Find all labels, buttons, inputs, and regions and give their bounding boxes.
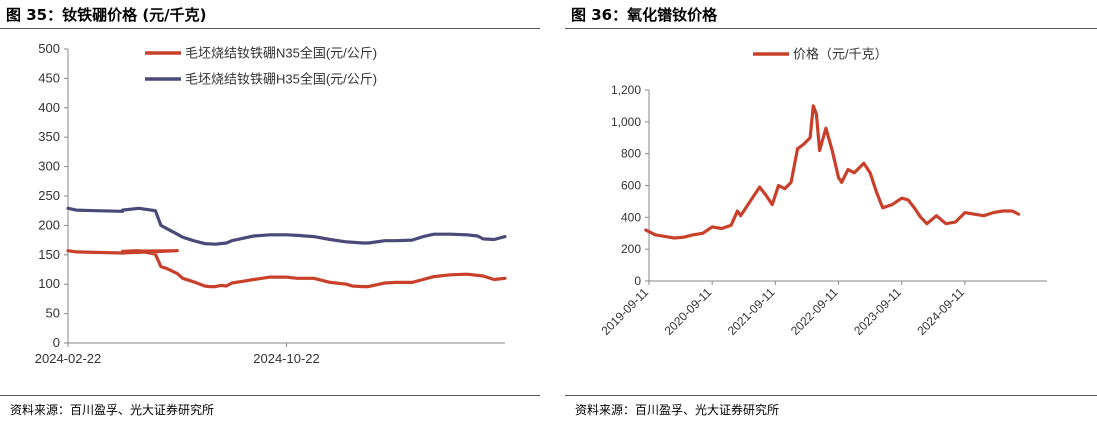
series-line <box>644 104 1021 240</box>
x-tick-label: 2020-09-11 <box>662 285 715 338</box>
y-tick-label: 400 <box>621 210 641 224</box>
y-tick-label: 400 <box>38 100 60 115</box>
figure-title: 图 36：氧化镨钕价格 <box>571 6 718 24</box>
footer-rule <box>0 395 540 396</box>
series-line <box>66 206 507 246</box>
y-tick-label: 0 <box>53 335 60 350</box>
y-tick-label: 250 <box>38 188 60 203</box>
y-tick-label: 100 <box>38 276 60 291</box>
y-tick-label: 300 <box>38 159 60 174</box>
y-tick-label: 350 <box>38 129 60 144</box>
y-tick-label: 200 <box>38 217 60 232</box>
x-tick-label: 2024-10-22 <box>253 351 320 366</box>
ndfeb-price-chart: 0 50 100 150 200 250 300 350 400 450 500 2024-02-22… <box>35 41 507 366</box>
figure-title: 图 35：钕铁硼价格 (元/千克) <box>6 6 207 24</box>
x-tick-label: 2024-09-11 <box>914 285 967 338</box>
y-tick-label: 450 <box>38 70 60 85</box>
y-tick-label: 0 <box>634 274 641 288</box>
prnd-oxide-price-chart: 0 200 400 600 800 1,000 1,200 2019-09-11 2020-09… <box>598 47 1047 338</box>
legend-label: 价格（元/千克） <box>793 47 888 62</box>
chart-panel-ndfeb: 图 35：钕铁硼价格 (元/千克) 0 50 100 150 200 250 300 350 4… <box>0 0 540 421</box>
legend-label: 毛坯烧结钕铁硼H35全国(元/公斤) <box>185 72 377 87</box>
x-tick-label: 2022-09-11 <box>788 285 841 338</box>
y-tick-label: 200 <box>621 242 641 256</box>
y-tick-label: 800 <box>621 147 641 161</box>
y-tick-label: 1,200 <box>611 83 641 97</box>
legend-label: 毛坯烧结钕铁硼N35全国(元/公斤) <box>185 46 377 61</box>
chart-panel-prnd-oxide: 图 36：氧化镨钕价格 0 200 400 600 800 1,000 1,200 2019-… <box>565 0 1097 421</box>
x-tick-label: 2024-02-22 <box>35 351 102 366</box>
source-note: 资料来源：百川盈孚、光大证券研究所 <box>10 403 215 417</box>
y-tick-label: 500 <box>38 41 60 56</box>
x-tick-label: 2021-09-11 <box>725 285 778 338</box>
source-note: 资料来源：百川盈孚、光大证券研究所 <box>575 403 780 417</box>
y-tick-label: 150 <box>38 247 60 262</box>
footer-rule <box>565 395 1097 396</box>
y-tick-label: 600 <box>621 179 641 193</box>
y-tick-label: 1,000 <box>611 115 641 129</box>
x-tick-label: 2019-09-11 <box>598 285 651 338</box>
title-rule <box>0 28 540 29</box>
y-tick-label: 50 <box>46 306 60 321</box>
title-rule <box>565 28 1097 29</box>
series-line <box>66 249 507 289</box>
x-tick-label: 2023-09-11 <box>851 285 904 338</box>
